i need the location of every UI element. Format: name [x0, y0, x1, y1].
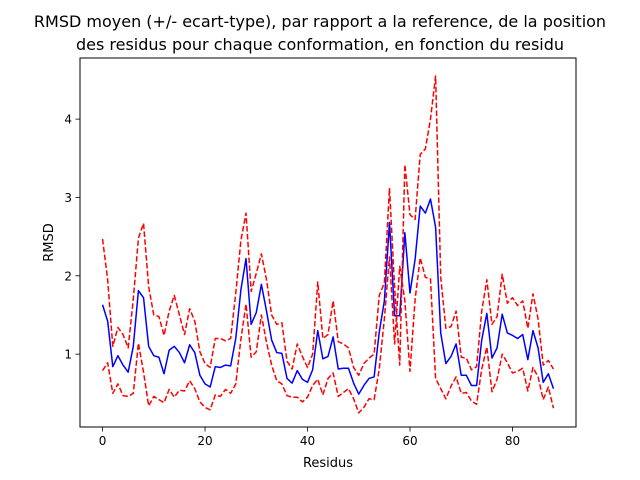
x-tick-label: 60 [402, 434, 417, 448]
x-tick-label: 0 [99, 434, 107, 448]
x-tick-label: 40 [300, 434, 315, 448]
x-axis-label: Residus [303, 456, 353, 471]
y-axis-label: RMSD [42, 223, 57, 262]
plot-area-frame [79, 57, 577, 428]
y-tick-label: 4 [64, 113, 72, 127]
lower-std-line [101, 256, 555, 414]
x-axis-ticks: 0 20 40 60 80 [99, 427, 520, 448]
upper-std-line [101, 75, 555, 377]
plot-series-group [101, 75, 555, 414]
x-tick-label: 80 [505, 434, 520, 448]
chart-title-line-2: des residus pour chaque conformation, en… [76, 35, 564, 54]
chart-title-line-1: RMSD moyen (+/- ecart-type), par rapport… [34, 12, 606, 31]
x-tick-label: 20 [197, 434, 212, 448]
y-tick-label: 3 [64, 191, 72, 205]
y-tick-label: 2 [64, 269, 72, 283]
y-tick-label: 1 [64, 348, 72, 362]
mean-rmsd-line [101, 198, 555, 395]
y-axis-ticks: 1 2 3 4 [64, 113, 80, 362]
